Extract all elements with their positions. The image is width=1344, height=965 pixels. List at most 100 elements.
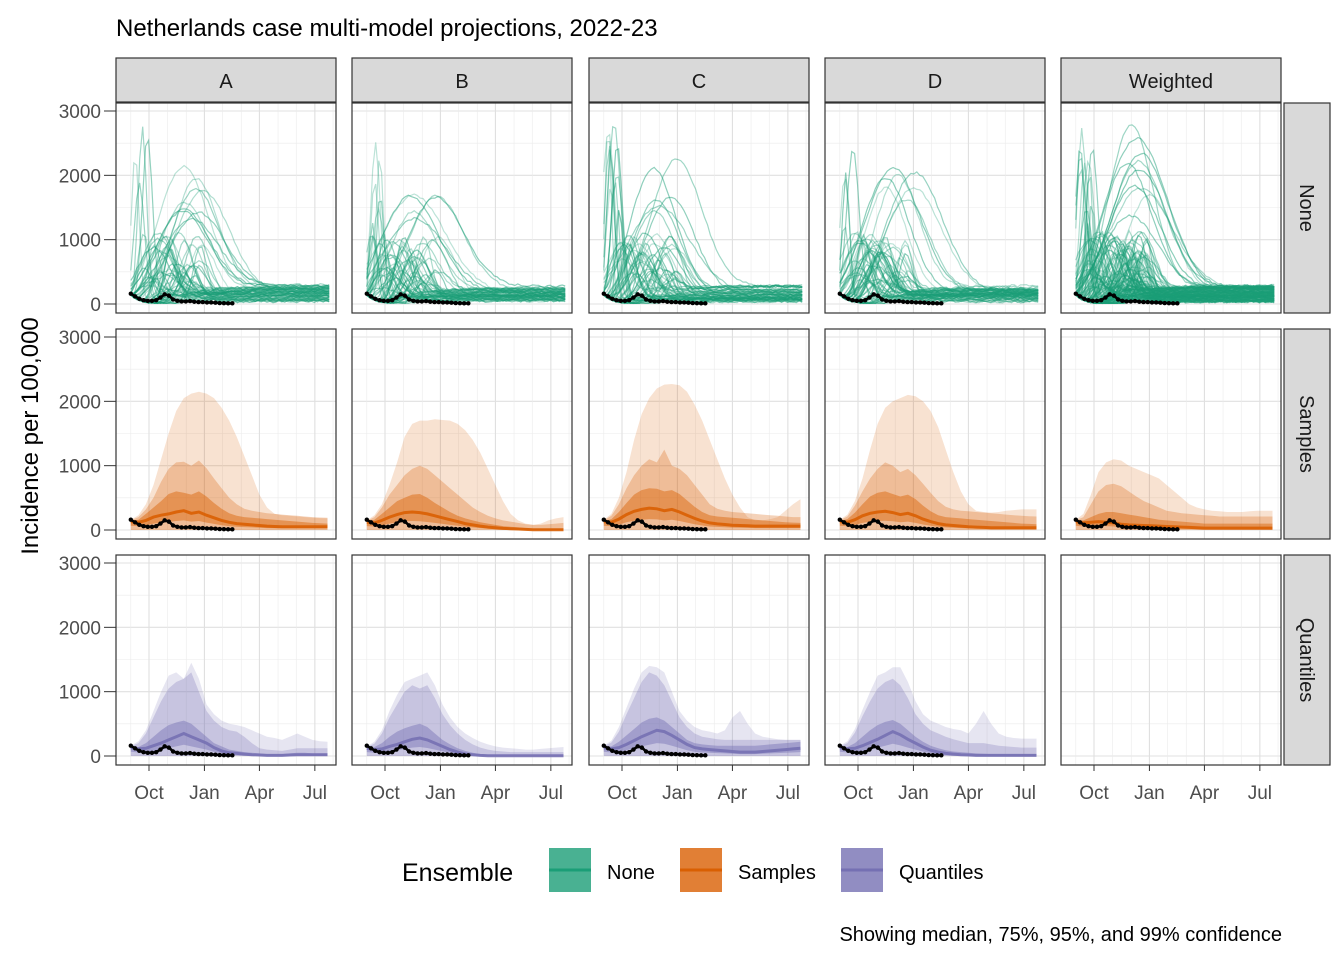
observed-point (1128, 299, 1134, 304)
observed-point (934, 527, 940, 532)
projection-trajectory (1075, 251, 1275, 304)
observed-point (428, 751, 433, 756)
observed-point (837, 743, 843, 748)
observed-point (381, 524, 386, 529)
projection-trajectory (366, 234, 566, 302)
panel-a-quantiles (115, 554, 337, 766)
projection-trajectory (839, 269, 1039, 305)
projection-trajectory (130, 249, 330, 295)
observed-point (1149, 300, 1155, 305)
observed-point (204, 526, 210, 531)
projection-trajectory (130, 201, 330, 295)
observed-point (934, 301, 940, 306)
observed-point (457, 301, 463, 306)
projection-trajectory (130, 235, 330, 301)
observed-point (846, 522, 851, 528)
projection-trajectory (603, 253, 803, 302)
projection-trajectory (1075, 240, 1275, 305)
y-tick-label: 3000 (59, 328, 101, 349)
panel-b-samples (351, 328, 573, 540)
projection-trajectory (130, 287, 330, 302)
projection-trajectory (366, 160, 566, 300)
observed-point (681, 752, 687, 757)
projection-trajectory (1075, 248, 1275, 298)
projection-trajectory (366, 260, 566, 305)
projection-trajectory (130, 178, 330, 299)
observed-point (196, 299, 201, 305)
projection-trajectory (603, 188, 803, 302)
projection-trajectory (366, 275, 566, 303)
median-line (603, 728, 801, 754)
observed-point (690, 526, 695, 532)
observed-point (128, 743, 134, 748)
projection-trajectory (603, 250, 803, 304)
band-99 (839, 394, 1037, 530)
y-tick-label: 2000 (59, 618, 101, 639)
panel-background (352, 103, 572, 313)
observed-point (1107, 292, 1112, 297)
observed-point (1082, 296, 1087, 302)
observed-point (930, 527, 936, 532)
observed-point (415, 751, 420, 756)
column-strip (115, 57, 337, 103)
observed-point (436, 751, 441, 757)
observed-point (217, 526, 222, 532)
panel-border (115, 102, 337, 314)
projection-trajectory (366, 237, 566, 303)
row-strip (1283, 554, 1331, 766)
projection-trajectory (130, 217, 330, 296)
x-tick-label: Jan (898, 783, 929, 804)
projection-trajectory (130, 276, 330, 298)
observed-point (930, 753, 936, 758)
panel-content (364, 672, 564, 758)
observed-point (368, 294, 374, 299)
y-tick-label: 0 (90, 747, 101, 768)
panel-d-quantiles (824, 554, 1046, 766)
observed-point (618, 298, 623, 303)
observed-point (179, 525, 184, 530)
panel-background (116, 103, 336, 313)
x-tick-label: Jul (1248, 783, 1272, 804)
observed-point (605, 746, 611, 751)
observed-point (858, 750, 864, 755)
projection-trajectory (839, 255, 1039, 301)
observed-point (837, 291, 843, 296)
projection-trajectory (366, 249, 566, 301)
observed-point (939, 527, 944, 532)
projection-trajectory (366, 142, 566, 300)
projection-trajectory (366, 194, 566, 298)
projection-trajectory (839, 171, 1039, 298)
x-tick-label: Jul (539, 783, 563, 804)
projection-trajectory (1075, 286, 1275, 304)
caption: Showing median, 75%, 95%, and 99% confid… (839, 924, 1282, 946)
projection-trajectory (366, 283, 566, 305)
column-strip (588, 57, 810, 103)
observed-point (1166, 301, 1172, 306)
observed-point (635, 518, 640, 523)
observed-point (681, 300, 687, 305)
observed-point (389, 297, 395, 303)
observed-point (690, 752, 695, 758)
projection-trajectory (366, 282, 566, 304)
panel-border (1060, 554, 1282, 766)
observed-point (669, 751, 674, 757)
observed-point (677, 752, 683, 757)
observed-point (1166, 527, 1172, 532)
projection-trajectory (839, 252, 1039, 301)
observed-point (466, 753, 471, 758)
projection-trajectory (366, 183, 566, 301)
observed-point (196, 525, 201, 531)
projection-trajectory (130, 244, 330, 305)
observed-point (1141, 299, 1146, 305)
observed-point (208, 752, 214, 757)
observed-point (208, 526, 214, 531)
observed-point (423, 298, 429, 304)
observed-point (132, 520, 138, 525)
observed-point (166, 519, 172, 524)
projection-trajectory (603, 236, 803, 305)
observed-point (1137, 299, 1142, 304)
observed-point (698, 527, 704, 532)
column-strip-label: B (455, 71, 468, 93)
panel-border (351, 102, 573, 314)
projection-trajectory (366, 194, 566, 294)
